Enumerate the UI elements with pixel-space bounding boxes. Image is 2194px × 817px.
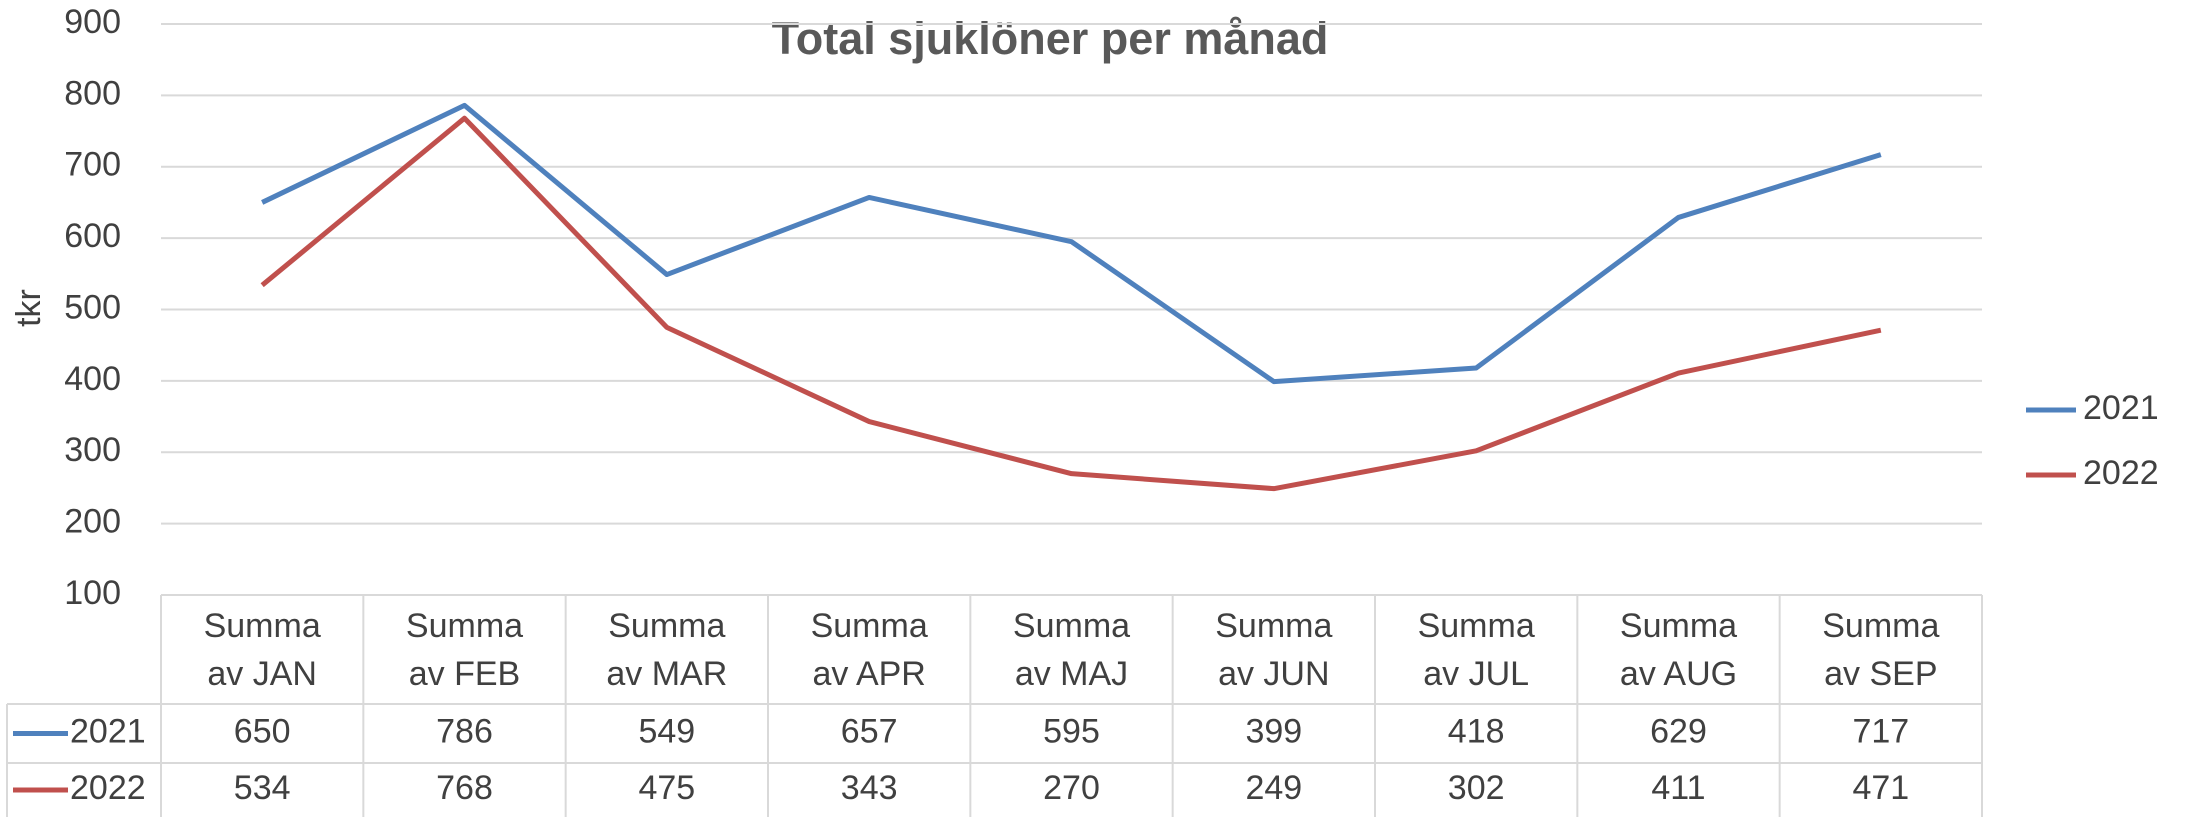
y-tick-label: 300 [64, 431, 121, 469]
y-tick-label: 600 [64, 217, 121, 255]
table-value: 475 [638, 769, 695, 807]
x-tick-label: Summa av JUL [1417, 607, 1535, 693]
y-tick-label: 800 [64, 74, 121, 112]
table-value: 786 [436, 712, 493, 750]
table-value: 657 [841, 712, 898, 750]
table-value: 768 [436, 769, 493, 807]
x-tick-label: Summa av FEB [405, 607, 524, 693]
table-value: 595 [1043, 712, 1100, 750]
table-value: 650 [234, 712, 291, 750]
x-tick-label: Summa av MAJ [1012, 607, 1131, 693]
x-tick-label: Summa av JAN [203, 607, 321, 693]
y-tick-label: 200 [64, 503, 121, 541]
table-value: 343 [841, 769, 898, 807]
table-value: 629 [1650, 712, 1707, 750]
table-series-label: 2022 [70, 769, 146, 807]
x-tick-label: Summa av SEP [1822, 607, 1940, 693]
table-value: 302 [1448, 769, 1505, 807]
y-tick-label: 400 [64, 360, 121, 398]
x-tick-label: Summa av JUN [1215, 607, 1333, 693]
x-tick-label: Summa av APR [810, 607, 928, 693]
y-axis-label: tkr [10, 289, 48, 327]
y-tick-label: 500 [64, 288, 121, 326]
line [260, 115, 1882, 492]
chart-title: Total sjuklöner per månad [772, 13, 1329, 64]
table-value: 249 [1245, 769, 1302, 807]
table-value: 399 [1245, 712, 1302, 750]
x-tick-label: Summa av AUG [1619, 607, 1738, 693]
y-tick-label: 700 [64, 146, 121, 184]
table-value: 549 [638, 712, 695, 750]
x-tick-label: Summa av MAR [606, 607, 728, 693]
legend-label: 2021 [2083, 389, 2159, 427]
table-value: 411 [1651, 769, 1705, 807]
table-value: 418 [1448, 712, 1505, 750]
y-tick-label: 900 [64, 3, 121, 41]
legend-label: 2022 [2083, 454, 2159, 492]
table-value: 270 [1043, 769, 1100, 807]
table-value: 471 [1852, 769, 1909, 807]
table-series-label: 2021 [70, 712, 146, 750]
table-value: 717 [1852, 712, 1909, 750]
line [261, 102, 1882, 385]
y-tick-label: 100 [64, 574, 121, 612]
table-value: 534 [234, 769, 291, 807]
